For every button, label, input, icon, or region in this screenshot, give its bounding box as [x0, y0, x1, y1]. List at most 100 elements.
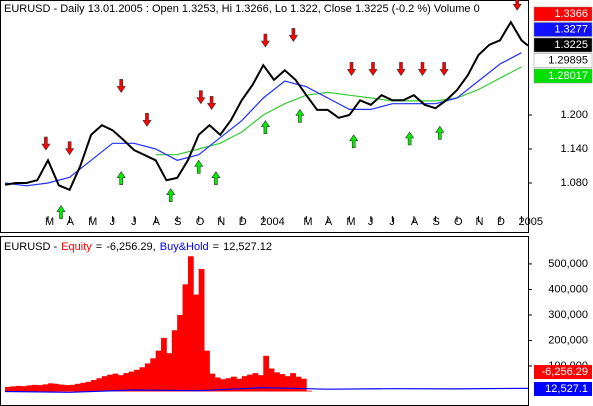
equity-bar	[101, 376, 108, 392]
x-tick-label: 2004	[260, 216, 284, 228]
signal-arrow	[116, 171, 126, 185]
value-label-box	[534, 382, 592, 396]
equity-bar	[252, 373, 259, 392]
equity-bar	[107, 374, 114, 392]
equity-bar	[80, 382, 87, 392]
equity-bar	[300, 378, 307, 392]
equity-bar	[204, 350, 210, 392]
equity-bar	[42, 384, 49, 392]
y-tick-label: 1.080	[560, 177, 588, 189]
equity-bar	[21, 386, 27, 392]
price-label: 1.3366	[554, 8, 588, 20]
y-tick-label: 200,000	[548, 334, 588, 346]
series-line	[4, 20, 529, 192]
signal-arrow	[260, 120, 270, 134]
y-tick-label: 1.140	[560, 143, 588, 155]
signal-arrow	[142, 113, 152, 127]
signal-arrow	[512, 0, 522, 11]
signal-arrow	[260, 33, 270, 48]
signal-arrow	[405, 131, 415, 146]
equity-bar	[64, 385, 70, 392]
price-label-box	[533, 22, 593, 37]
equity-bar	[134, 369, 140, 392]
price-label-box	[533, 68, 593, 84]
equity-bar	[209, 373, 216, 392]
equity-bar	[48, 383, 54, 392]
y-tick-label: 400,000	[548, 283, 588, 295]
equity-bar	[5, 386, 11, 392]
equity-bar	[53, 383, 60, 392]
x-tick-label: J	[131, 216, 137, 228]
y-tick-label: 500,000	[548, 258, 588, 270]
equity-bar	[263, 355, 270, 392]
equity-bar	[274, 372, 280, 392]
equity-bar	[58, 384, 65, 392]
equity-bar	[306, 390, 313, 392]
x-tick-label: A	[153, 216, 161, 228]
equity-bar	[123, 373, 130, 392]
x-tick-label: N	[475, 216, 483, 228]
value-label-box	[534, 365, 592, 379]
signal-arrow	[288, 28, 298, 42]
equity-bar	[31, 384, 38, 392]
equity-title-prefix: EURUSD -	[4, 241, 58, 253]
equity-bar	[220, 379, 227, 392]
x-tick-label: O	[454, 216, 463, 228]
signal-arrow	[56, 205, 66, 219]
x-tick-label: J	[368, 216, 374, 228]
equity-bar	[144, 363, 151, 392]
equity-bar	[295, 376, 302, 392]
signal-arrow	[65, 141, 75, 156]
signal-arrow	[116, 79, 126, 93]
signal-arrow	[166, 188, 176, 202]
equity-bar	[187, 256, 194, 392]
x-tick-label: D	[497, 216, 505, 228]
signal-arrow	[194, 159, 204, 174]
x-tick-label: 2005	[519, 216, 543, 228]
equity-bar	[284, 376, 291, 392]
equity-bar	[128, 371, 135, 392]
separator: ,	[153, 241, 156, 253]
equals: =	[213, 241, 219, 253]
price-label: 1.29895	[548, 54, 588, 66]
signal-arrow	[435, 125, 445, 140]
equity-bar	[15, 385, 22, 392]
equity-bar	[10, 386, 17, 392]
equals: =	[96, 241, 102, 253]
legend-value: -6,256.29	[106, 241, 152, 253]
signal-arrow	[295, 108, 305, 123]
signal-arrow	[368, 62, 378, 76]
x-tick-label: M	[88, 216, 97, 228]
series-line	[4, 52, 522, 187]
equity-bar	[150, 358, 157, 392]
equity-title: EURUSD - Equity = -6,256.29, Buy&Hold = 12,527…	[4, 241, 272, 253]
value-label: -6,256.29	[542, 366, 588, 378]
x-tick-label: A	[411, 216, 419, 228]
equity-bar	[230, 376, 237, 392]
equity-bar	[85, 381, 92, 392]
equity-bar	[69, 384, 76, 392]
equity-bar	[96, 378, 103, 392]
x-tick-label: M	[346, 216, 355, 228]
equity-bar	[155, 350, 162, 392]
x-tick-label: J	[110, 216, 116, 228]
x-tick-label: S	[174, 216, 181, 228]
price-label-box	[533, 53, 593, 68]
signal-arrow	[41, 136, 51, 151]
equity-bar	[241, 376, 248, 392]
chart-title: EURUSD - Daily 13.01.2005 : Open 1.3253,…	[4, 3, 480, 15]
equity-bar	[91, 380, 97, 392]
signal-arrow	[196, 90, 206, 105]
x-tick-label: O	[196, 216, 205, 228]
equity-bar	[171, 330, 178, 392]
x-tick-label: A	[325, 216, 333, 228]
price-label-box	[533, 6, 593, 22]
equity-bar	[236, 378, 243, 392]
equity-bar	[37, 385, 44, 392]
price-pane-frame	[0, 0, 529, 233]
signal-arrow	[417, 62, 428, 76]
x-tick-label: D	[239, 216, 247, 228]
equity-bar	[198, 269, 205, 392]
price-label: 1.28017	[548, 70, 588, 82]
